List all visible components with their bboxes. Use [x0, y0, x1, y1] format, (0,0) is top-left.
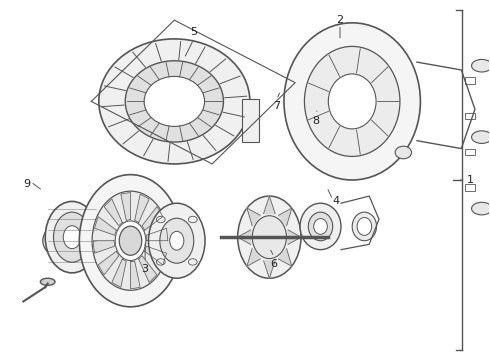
Polygon shape: [130, 261, 140, 289]
Polygon shape: [145, 246, 167, 265]
Polygon shape: [93, 241, 115, 253]
Ellipse shape: [170, 231, 184, 250]
Ellipse shape: [252, 216, 287, 258]
Ellipse shape: [119, 226, 142, 255]
Bar: [465, 77, 475, 84]
Bar: [243, 99, 259, 141]
Ellipse shape: [53, 212, 91, 262]
Ellipse shape: [92, 191, 169, 290]
Polygon shape: [278, 208, 292, 226]
Ellipse shape: [308, 212, 333, 241]
Text: 5: 5: [190, 27, 197, 37]
Ellipse shape: [115, 221, 146, 261]
Text: 8: 8: [312, 116, 319, 126]
Polygon shape: [264, 196, 275, 213]
Ellipse shape: [63, 226, 81, 249]
Polygon shape: [95, 217, 116, 235]
Ellipse shape: [79, 175, 182, 307]
Text: 9: 9: [24, 179, 30, 189]
Polygon shape: [98, 251, 119, 275]
Polygon shape: [247, 208, 260, 226]
Polygon shape: [139, 256, 157, 283]
Ellipse shape: [40, 278, 55, 285]
Polygon shape: [278, 249, 292, 266]
Text: 2: 2: [337, 15, 343, 24]
Ellipse shape: [49, 230, 71, 251]
Ellipse shape: [125, 61, 223, 142]
Ellipse shape: [471, 131, 490, 143]
Ellipse shape: [328, 74, 376, 129]
Ellipse shape: [471, 59, 490, 72]
Ellipse shape: [284, 23, 420, 180]
Ellipse shape: [304, 46, 400, 157]
Text: 7: 7: [273, 102, 280, 111]
Text: 1: 1: [466, 175, 474, 185]
Ellipse shape: [238, 196, 301, 278]
Ellipse shape: [99, 39, 250, 164]
Polygon shape: [121, 193, 130, 220]
Ellipse shape: [45, 202, 99, 273]
Ellipse shape: [148, 203, 205, 278]
Ellipse shape: [300, 203, 341, 249]
Polygon shape: [104, 199, 122, 226]
Bar: [465, 113, 475, 119]
Polygon shape: [147, 228, 168, 241]
Ellipse shape: [160, 218, 194, 263]
Ellipse shape: [471, 202, 490, 215]
Polygon shape: [238, 230, 251, 244]
Polygon shape: [112, 259, 126, 287]
Ellipse shape: [43, 225, 77, 257]
Text: 3: 3: [142, 264, 148, 274]
Bar: [465, 184, 475, 191]
Ellipse shape: [314, 219, 327, 234]
Ellipse shape: [144, 76, 204, 126]
Bar: [465, 149, 475, 155]
Ellipse shape: [357, 217, 372, 235]
Polygon shape: [142, 207, 163, 230]
Ellipse shape: [352, 212, 376, 241]
Text: 6: 6: [271, 258, 278, 269]
Ellipse shape: [395, 146, 412, 159]
Polygon shape: [264, 261, 275, 278]
Polygon shape: [247, 249, 260, 266]
Polygon shape: [135, 194, 149, 222]
Text: 4: 4: [333, 197, 340, 206]
Polygon shape: [288, 230, 301, 244]
